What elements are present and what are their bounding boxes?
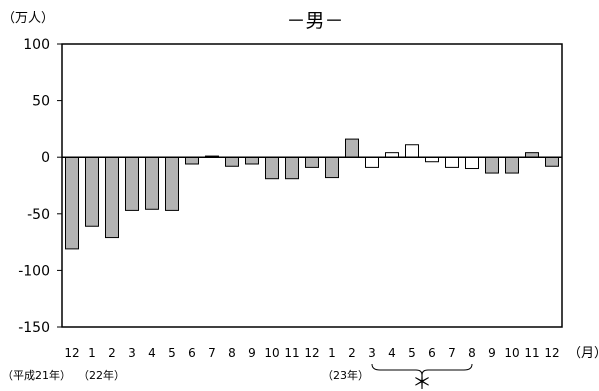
- x-tick-label: 4: [388, 346, 396, 360]
- x-tick-label: 12: [64, 346, 79, 360]
- x-tick-label: 8: [228, 346, 236, 360]
- bar: [225, 156, 239, 167]
- x-tick-label: 5: [168, 346, 176, 360]
- x-tick-label: 3: [368, 346, 376, 360]
- y-tick-label: -50: [27, 207, 50, 223]
- x-axis-unit-label: （月）: [568, 346, 599, 361]
- y-tick-labels: 100 50 0 -50 -100 -150: [18, 37, 62, 336]
- y-tick-label: -150: [18, 320, 50, 336]
- bar: [465, 156, 479, 170]
- x-tick-label: 6: [428, 346, 436, 360]
- x-tick-label: 2: [348, 346, 356, 360]
- bar: [125, 156, 139, 211]
- bar: [245, 156, 259, 165]
- bar: [145, 156, 159, 210]
- y-tick-label: -100: [18, 263, 50, 279]
- bracket-asterisk: ＊: [412, 370, 432, 391]
- x-tick-label: 12: [544, 346, 559, 360]
- plot-frame: [61, 43, 563, 328]
- x-tick-label: 7: [208, 346, 216, 360]
- bar: [305, 156, 319, 168]
- bar: [185, 156, 199, 165]
- x-tick-label: 11: [524, 346, 539, 360]
- x-tick-labels: 12 1 2 3 4 5 6 7 8 9 10 11 12 1 2 3 4 5 6 7 8 9 10 11 12: [64, 346, 559, 360]
- bar: [85, 156, 99, 227]
- x-tick-label: 12: [304, 346, 319, 360]
- plot-area: [61, 43, 563, 328]
- bar: [165, 156, 179, 211]
- x-tick-label: 8: [468, 346, 476, 360]
- x-tick-label: 10: [504, 346, 519, 360]
- bar: [105, 156, 119, 239]
- bars: [65, 138, 559, 250]
- bar: [65, 156, 79, 250]
- x-tick-label: 11: [284, 346, 299, 360]
- x-tick-label: 6: [188, 346, 196, 360]
- bar: [265, 156, 279, 180]
- y-tick-label: 50: [32, 94, 50, 110]
- bar: [445, 156, 459, 168]
- bar: [505, 156, 519, 174]
- bar: [365, 156, 379, 168]
- bar: [285, 156, 299, 180]
- x-tick-label: 10: [264, 346, 279, 360]
- x-tick-label: 9: [488, 346, 496, 360]
- chart-title: －男－: [286, 10, 343, 32]
- year-label-h21: （平成21年）: [2, 368, 71, 382]
- x-tick-label: 2: [108, 346, 116, 360]
- y-axis-unit-label: （万人）: [2, 11, 54, 26]
- x-tick-label: 3: [128, 346, 136, 360]
- bracket-brace: [371, 363, 473, 376]
- bar: [405, 144, 419, 158]
- x-tick-label: 4: [148, 346, 156, 360]
- bar: [485, 156, 499, 174]
- x-tick-label: 7: [448, 346, 456, 360]
- x-tick-label: 1: [328, 346, 336, 360]
- year-label-23: （23年）: [322, 368, 369, 382]
- year-label-22: （22年）: [78, 368, 125, 382]
- bar: [345, 138, 359, 158]
- x-tick-label: 9: [248, 346, 256, 360]
- y-tick-label: 100: [23, 37, 50, 53]
- x-tick-label: 1: [88, 346, 96, 360]
- bar: [325, 156, 339, 179]
- bar: [545, 156, 559, 167]
- x-tick-label: 5: [408, 346, 416, 360]
- y-tick-label: 0: [41, 150, 50, 166]
